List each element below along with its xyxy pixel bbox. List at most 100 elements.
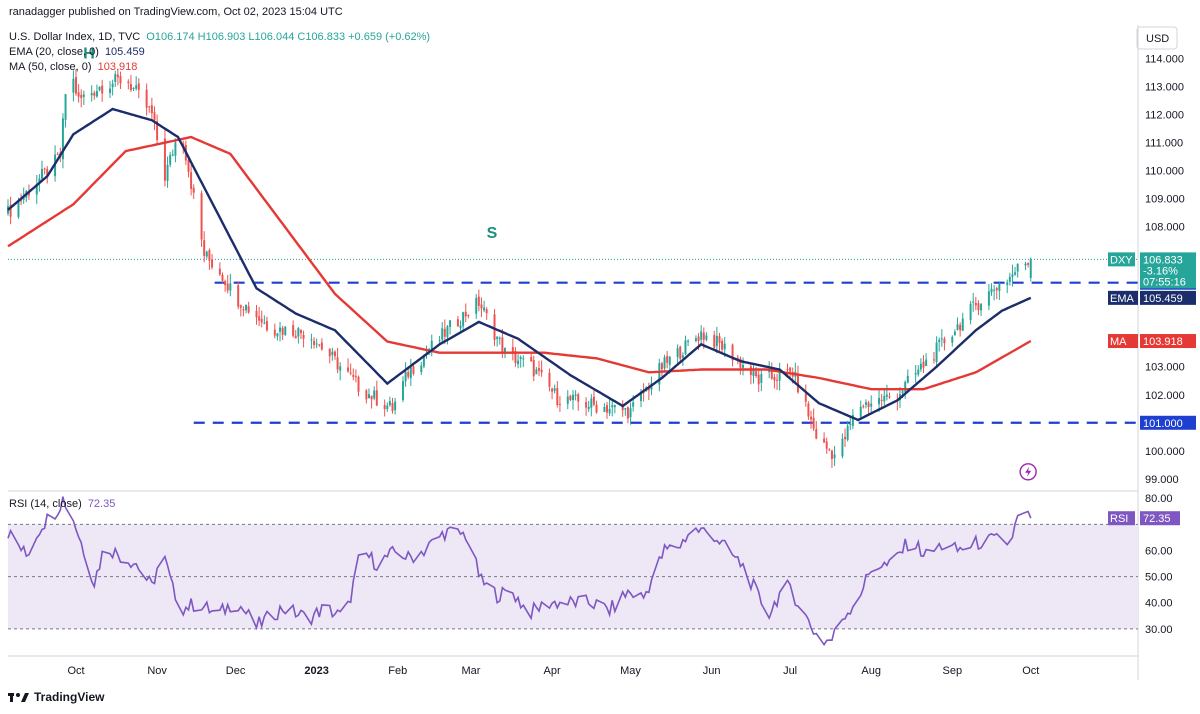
candle-body [328,348,331,357]
candle-body [867,402,870,408]
tradingview-brand[interactable]: TradingView [8,690,104,704]
ma-tag-bg [1108,334,1138,349]
candle-body [480,304,483,309]
candle-body [993,289,996,291]
candle-body [404,371,407,382]
candle-body [731,344,734,361]
candle-body [1006,282,1009,285]
candle-body [668,356,671,365]
tradingview-logo-icon [8,693,29,702]
candle-body [621,405,624,411]
price-tick-label: 109.000 [1145,194,1185,206]
candle-body [174,142,177,156]
candle-body [467,315,470,317]
candle-body [556,388,559,406]
candle-body [810,416,813,420]
candle-body [166,164,169,181]
ma-value: 103.918 [1143,336,1183,348]
dxy-value-bg [1140,252,1196,289]
candle-body [883,395,886,402]
candle-body [878,398,881,405]
candle-body [959,325,962,331]
candle-body [752,369,755,376]
candle-body [205,251,208,257]
candle-body [313,340,316,345]
candle-body [260,318,263,323]
dxy-tag-bg [1108,252,1135,267]
candle-body [1008,276,1011,282]
rsi-tick-label: 50.00 [1145,572,1173,584]
ema-legend[interactable]: EMA (20, close, 0) 105.459 [9,46,148,58]
candle-body [538,368,540,371]
candle-body [22,196,25,200]
dxy-value-line: -3.16% [1143,265,1178,277]
candle-body [77,92,80,97]
candle-body [658,363,661,385]
candle-body [200,193,203,240]
candle-body [391,403,394,412]
candle-body [519,356,522,359]
candle-body [297,328,300,337]
candle-body [90,93,93,96]
candle-body [456,319,459,327]
candle-body [786,369,789,371]
candle-body [263,322,266,324]
rsi-tick-label: 80.00 [1145,493,1173,505]
currency-label[interactable]: USD [1146,33,1170,45]
candle-body [75,77,78,94]
candle-body [642,392,645,394]
candle-body [46,168,49,176]
candle-body [755,371,758,377]
candle-body [566,396,569,404]
candle-body [757,374,760,385]
candle-body [961,318,964,331]
candle-body [354,376,357,378]
candle-body [420,365,423,373]
candle-body [925,359,928,366]
candle-body [229,283,232,291]
candle-body [163,138,166,181]
candle-body [663,357,666,369]
rsi-legend[interactable]: RSI (14, close) 72.35 [9,498,118,510]
candle-body [302,335,305,339]
candle-body [156,121,159,141]
candle-body [815,429,818,439]
candle-body [721,340,724,350]
candle-body [998,284,1001,291]
candle-body [294,335,297,339]
candle-body [127,81,130,84]
candle-body [501,337,504,354]
lightning-icon [1025,466,1032,477]
candle-body [446,326,449,338]
candle-body [919,363,922,370]
candle-body [577,394,580,402]
candle-body [211,259,214,268]
candle-body [61,118,64,160]
candle-body [956,324,959,330]
candle-body [367,394,370,399]
candle-body [273,329,276,336]
price-tick-label: 111.000 [1145,138,1183,150]
candle-body [449,320,452,327]
ma-value-bg [1140,334,1196,349]
candle-body [386,405,389,410]
ma-legend[interactable]: MA (50, close, 0) 103.918 [9,61,140,73]
candle-body [56,154,59,156]
price-tick-label: 108.000 [1145,222,1185,234]
candle-body [192,187,195,193]
candle-body [284,326,287,336]
candle-body [224,281,227,285]
candle-body [1029,259,1032,278]
candle-body [276,333,279,337]
candle-body [1016,263,1019,272]
time-tick-label: Oct [1022,665,1039,677]
candle-body [548,372,551,387]
candle-body [739,358,742,368]
candle-body [412,366,415,374]
candle-body [773,376,776,381]
candle-body [35,184,38,195]
candle-body [221,274,224,281]
candle-body [41,169,43,179]
candle-body [613,405,616,408]
